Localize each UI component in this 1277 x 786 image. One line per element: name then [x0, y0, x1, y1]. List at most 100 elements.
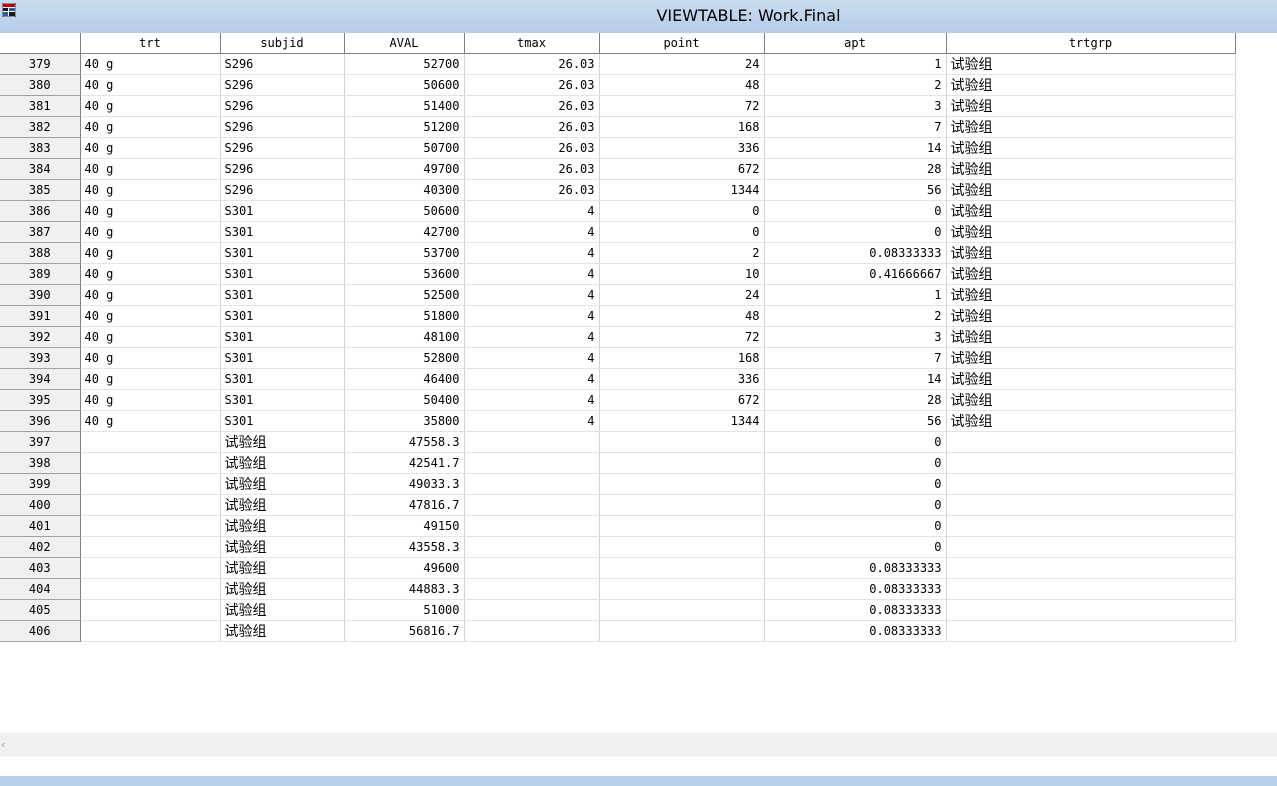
cell-aval[interactable]: 51400 [344, 95, 465, 117]
cell-trtgrp[interactable]: 试验组 [946, 410, 1236, 432]
cell-aval[interactable]: 49150 [344, 515, 465, 537]
cell-trt[interactable] [80, 431, 221, 453]
column-header-trt[interactable]: trt [80, 33, 221, 54]
row-number[interactable]: 384 [0, 158, 81, 180]
table-row[interactable]: 391 40 g S301 51800 4 48 2 试验组 [0, 305, 1244, 327]
cell-trt[interactable]: 40 g [80, 326, 221, 348]
cell-trt[interactable] [80, 473, 221, 495]
cell-point[interactable]: 48 [599, 74, 765, 96]
cell-trtgrp[interactable] [946, 578, 1236, 600]
table-row[interactable]: 393 40 g S301 52800 4 168 7 试验组 [0, 347, 1244, 369]
cell-apt[interactable]: 0 [764, 431, 947, 453]
cell-trtgrp[interactable] [946, 473, 1236, 495]
cell-tmax[interactable] [464, 515, 600, 537]
row-number[interactable]: 392 [0, 326, 81, 348]
cell-trtgrp[interactable]: 试验组 [946, 284, 1236, 306]
row-number[interactable]: 390 [0, 284, 81, 306]
cell-aval[interactable]: 51200 [344, 116, 465, 138]
row-number[interactable]: 405 [0, 599, 81, 621]
cell-trtgrp[interactable] [946, 599, 1236, 621]
table-row[interactable]: 395 40 g S301 50400 4 672 28 试验组 [0, 389, 1244, 411]
cell-apt[interactable]: 14 [764, 368, 947, 390]
table-row[interactable]: 382 40 g S296 51200 26.03 168 7 试验组 [0, 116, 1244, 138]
cell-subjid[interactable]: S301 [220, 200, 345, 222]
cell-subjid[interactable]: S301 [220, 389, 345, 411]
cell-tmax[interactable] [464, 557, 600, 579]
cell-point[interactable] [599, 557, 765, 579]
cell-trt[interactable] [80, 599, 221, 621]
cell-tmax[interactable]: 4 [464, 284, 600, 306]
cell-apt[interactable]: 0 [764, 221, 947, 243]
cell-tmax[interactable]: 26.03 [464, 137, 600, 159]
cell-point[interactable]: 10 [599, 263, 765, 285]
cell-point[interactable]: 48 [599, 305, 765, 327]
cell-point[interactable] [599, 536, 765, 558]
row-number[interactable]: 379 [0, 53, 81, 75]
table-row[interactable]: 404 试验组 44883.3 0.08333333 [0, 578, 1244, 600]
row-number[interactable]: 387 [0, 221, 81, 243]
cell-apt[interactable]: 0 [764, 536, 947, 558]
table-row[interactable]: 394 40 g S301 46400 4 336 14 试验组 [0, 368, 1244, 390]
cell-trt[interactable] [80, 578, 221, 600]
cell-aval[interactable]: 53700 [344, 242, 465, 264]
cell-subjid[interactable]: 试验组 [220, 494, 345, 516]
row-number[interactable]: 381 [0, 95, 81, 117]
cell-trtgrp[interactable] [946, 515, 1236, 537]
table-row[interactable]: 379 40 g S296 52700 26.03 24 1 试验组 [0, 53, 1244, 75]
cell-subjid[interactable]: S296 [220, 95, 345, 117]
cell-subjid[interactable]: 试验组 [220, 515, 345, 537]
cell-apt[interactable]: 1 [764, 284, 947, 306]
cell-trt[interactable] [80, 536, 221, 558]
cell-apt[interactable]: 14 [764, 137, 947, 159]
cell-point[interactable] [599, 599, 765, 621]
cell-apt[interactable]: 0.08333333 [764, 620, 947, 642]
cell-subjid[interactable]: 试验组 [220, 578, 345, 600]
column-header-subjid[interactable]: subjid [220, 33, 345, 54]
cell-trt[interactable]: 40 g [80, 368, 221, 390]
cell-subjid[interactable]: S296 [220, 116, 345, 138]
row-number[interactable]: 398 [0, 452, 81, 474]
cell-subjid[interactable]: 试验组 [220, 620, 345, 642]
cell-apt[interactable]: 56 [764, 410, 947, 432]
cell-subjid[interactable]: 试验组 [220, 536, 345, 558]
table-row[interactable]: 381 40 g S296 51400 26.03 72 3 试验组 [0, 95, 1244, 117]
cell-subjid[interactable]: 试验组 [220, 431, 345, 453]
cell-trtgrp[interactable] [946, 494, 1236, 516]
cell-apt[interactable]: 7 [764, 347, 947, 369]
cell-point[interactable]: 168 [599, 116, 765, 138]
cell-trtgrp[interactable] [946, 557, 1236, 579]
cell-trt[interactable]: 40 g [80, 200, 221, 222]
cell-aval[interactable]: 40300 [344, 179, 465, 201]
row-number[interactable]: 383 [0, 137, 81, 159]
cell-trtgrp[interactable]: 试验组 [946, 347, 1236, 369]
cell-aval[interactable]: 47558.3 [344, 431, 465, 453]
table-row[interactable]: 387 40 g S301 42700 4 0 0 试验组 [0, 221, 1244, 243]
cell-tmax[interactable]: 4 [464, 368, 600, 390]
table-row[interactable]: 403 试验组 49600 0.08333333 [0, 557, 1244, 579]
cell-subjid[interactable]: S301 [220, 368, 345, 390]
cell-tmax[interactable] [464, 452, 600, 474]
cell-subjid[interactable]: S301 [220, 263, 345, 285]
sas-table-icon[interactable] [2, 3, 16, 17]
cell-apt[interactable]: 1 [764, 53, 947, 75]
cell-aval[interactable]: 53600 [344, 263, 465, 285]
cell-point[interactable] [599, 620, 765, 642]
horizontal-scrollbar[interactable]: ‹ [0, 733, 1277, 757]
cell-aval[interactable]: 43558.3 [344, 536, 465, 558]
column-header-apt[interactable]: apt [764, 33, 947, 54]
table-row[interactable]: 390 40 g S301 52500 4 24 1 试验组 [0, 284, 1244, 306]
cell-subjid[interactable]: S301 [220, 326, 345, 348]
cell-aval[interactable]: 42700 [344, 221, 465, 243]
cell-tmax[interactable]: 4 [464, 326, 600, 348]
cell-apt[interactable]: 2 [764, 74, 947, 96]
cell-point[interactable]: 24 [599, 53, 765, 75]
cell-tmax[interactable]: 4 [464, 389, 600, 411]
cell-trt[interactable]: 40 g [80, 74, 221, 96]
cell-trt[interactable]: 40 g [80, 284, 221, 306]
cell-trtgrp[interactable]: 试验组 [946, 221, 1236, 243]
cell-trtgrp[interactable]: 试验组 [946, 158, 1236, 180]
cell-tmax[interactable] [464, 536, 600, 558]
cell-tmax[interactable]: 4 [464, 263, 600, 285]
cell-tmax[interactable]: 4 [464, 200, 600, 222]
title-bar[interactable]: VIEWTABLE: Work.Final [0, 0, 1277, 33]
